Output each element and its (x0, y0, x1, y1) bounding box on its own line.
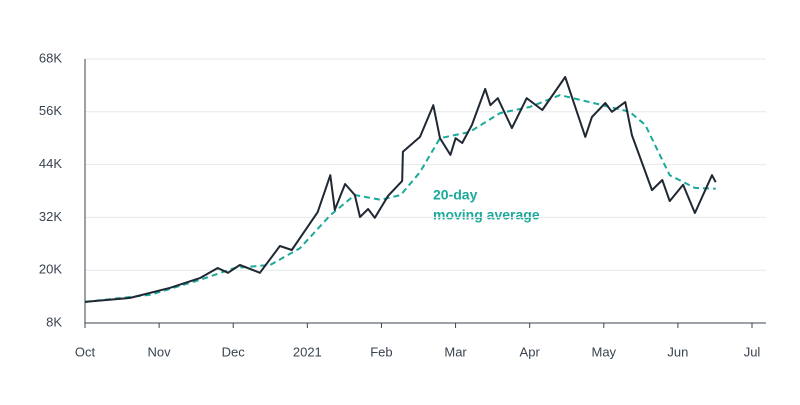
y-tick-label: 44K (39, 156, 62, 171)
x-tick-label: May (591, 344, 616, 359)
y-tick-label: 8K (46, 314, 62, 329)
y-tick-label: 68K (39, 50, 62, 65)
x-tick-label: Dec (222, 344, 246, 359)
x-tick-label: Apr (520, 344, 541, 359)
x-tick-label: Feb (370, 344, 392, 359)
annotation: 20-day (433, 187, 478, 203)
y-tick-label: 20K (39, 262, 62, 277)
y-tick-label: 56K (39, 103, 62, 118)
series-line (84, 94, 716, 303)
y-tick-label: 32K (39, 209, 62, 224)
annotation: moving average (433, 207, 540, 223)
x-tick-label: Nov (148, 344, 172, 359)
x-tick-label: Mar (444, 344, 467, 359)
x-tick-label: Jul (744, 344, 761, 359)
series-line (84, 76, 717, 303)
x-tick-label: Jun (667, 344, 688, 359)
x-tick-label: Oct (75, 344, 96, 359)
x-tick-label: 2021 (293, 344, 322, 359)
